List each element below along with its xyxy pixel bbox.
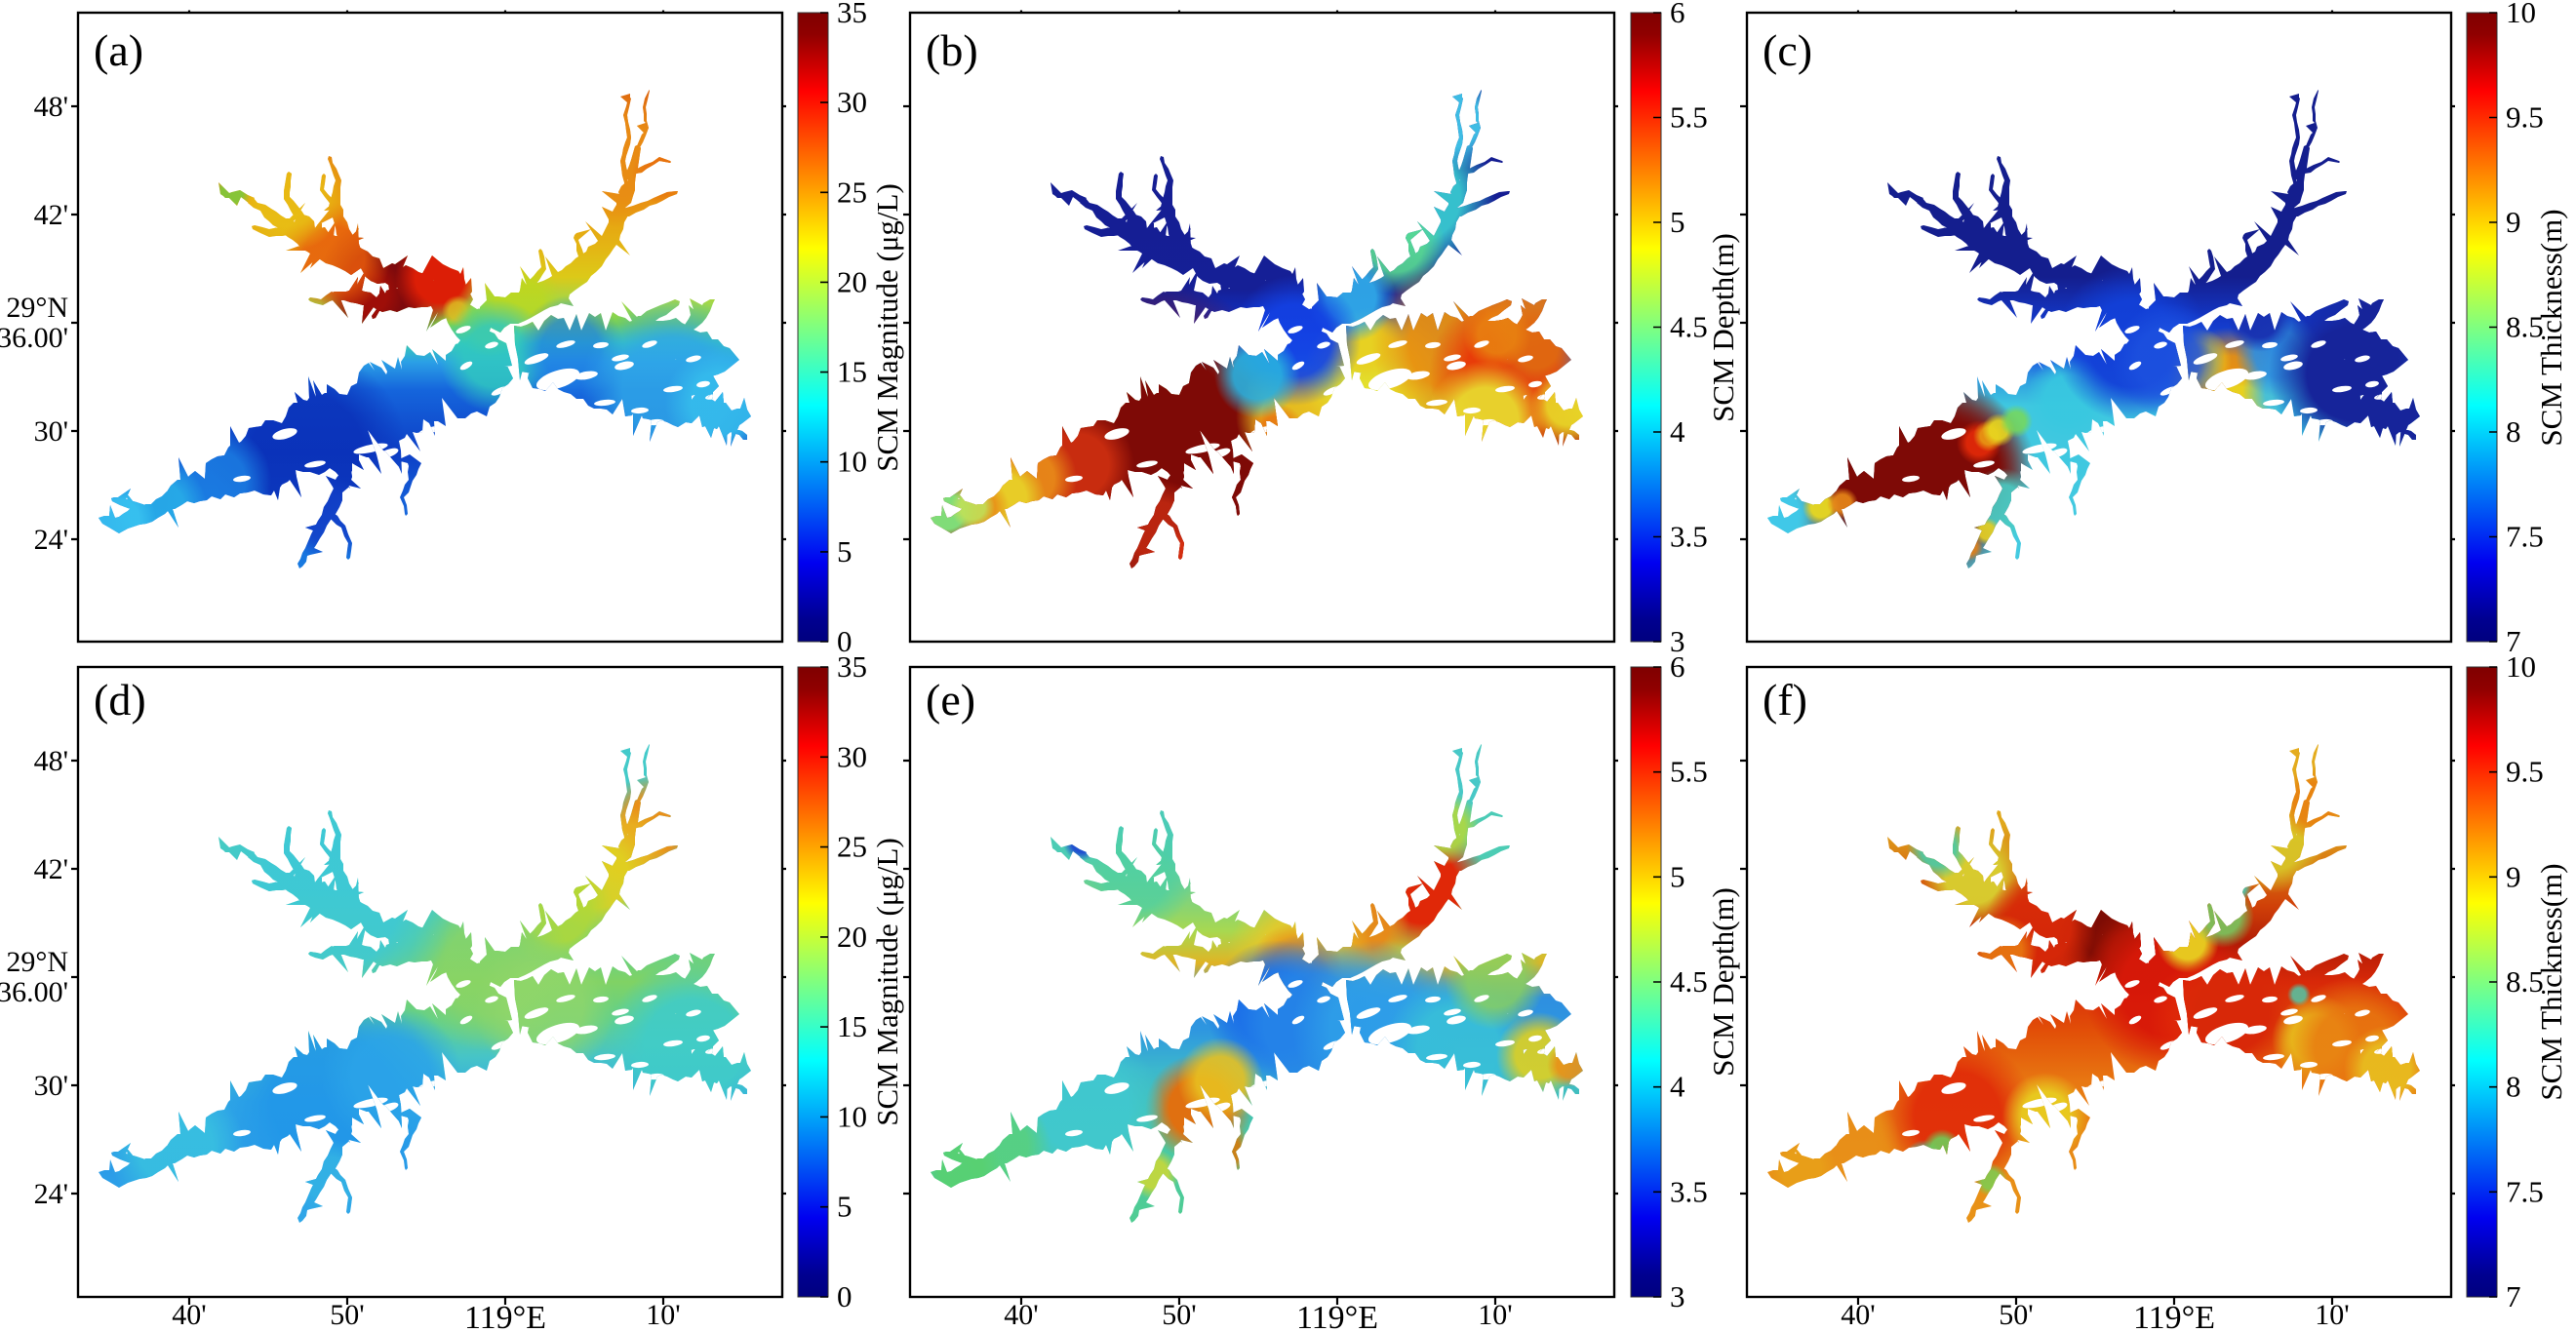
- svg-text:10': 10': [2315, 1299, 2349, 1331]
- svg-text:5: 5: [837, 534, 852, 568]
- svg-text:(f): (f): [1763, 675, 1807, 725]
- svg-text:42': 42': [34, 199, 68, 231]
- svg-text:3: 3: [1670, 1279, 1685, 1313]
- svg-text:40': 40': [1004, 1299, 1038, 1331]
- svg-text:25: 25: [837, 175, 867, 209]
- svg-text:3: 3: [1670, 624, 1685, 658]
- svg-text:30: 30: [837, 739, 867, 773]
- svg-text:119°E: 119°E: [464, 1300, 546, 1333]
- svg-text:SCM Depth(m): SCM Depth(m): [1706, 233, 1740, 422]
- svg-text:30': 30': [34, 415, 68, 448]
- svg-text:48': 48': [34, 91, 68, 123]
- svg-text:8: 8: [2506, 414, 2521, 449]
- svg-text:29°N: 29°N: [6, 292, 68, 324]
- svg-text:10: 10: [2506, 0, 2536, 29]
- svg-text:40': 40': [172, 1299, 206, 1331]
- svg-text:SCM Thickness(m): SCM Thickness(m): [2534, 209, 2568, 446]
- svg-text:5: 5: [1670, 205, 1685, 239]
- svg-text:3.5: 3.5: [1670, 1174, 1708, 1208]
- svg-text:(c): (c): [1763, 25, 1812, 75]
- svg-text:5.5: 5.5: [1670, 100, 1708, 135]
- svg-text:29°N: 29°N: [6, 946, 68, 978]
- svg-text:SCM Magnitude (μg/L): SCM Magnitude (μg/L): [870, 183, 904, 472]
- svg-text:50': 50': [330, 1299, 364, 1331]
- svg-text:10: 10: [837, 445, 867, 479]
- svg-text:48': 48': [34, 745, 68, 777]
- svg-text:10: 10: [837, 1099, 867, 1133]
- svg-text:8.5: 8.5: [2506, 964, 2544, 999]
- svg-text:24': 24': [34, 1178, 68, 1210]
- svg-text:6: 6: [1670, 0, 1685, 29]
- svg-text:3.5: 3.5: [1670, 520, 1708, 554]
- svg-text:10': 10': [646, 1299, 680, 1331]
- svg-text:5.5: 5.5: [1670, 755, 1708, 789]
- svg-text:7.5: 7.5: [2506, 1174, 2544, 1208]
- svg-text:SCM Magnitude (μg/L): SCM Magnitude (μg/L): [870, 838, 904, 1126]
- svg-text:5: 5: [837, 1190, 852, 1224]
- svg-text:50': 50': [1999, 1299, 2033, 1331]
- svg-text:4.5: 4.5: [1670, 310, 1708, 344]
- svg-text:36.00': 36.00': [0, 322, 68, 354]
- svg-text:7: 7: [2506, 1279, 2521, 1313]
- svg-text:8.5: 8.5: [2506, 310, 2544, 344]
- svg-text:SCM Depth(m): SCM Depth(m): [1706, 887, 1740, 1077]
- svg-text:24': 24': [34, 524, 68, 556]
- svg-text:(d): (d): [94, 675, 146, 725]
- svg-text:30: 30: [837, 85, 867, 119]
- svg-text:7: 7: [2506, 624, 2521, 658]
- svg-text:25: 25: [837, 830, 867, 864]
- svg-text:50': 50': [1162, 1299, 1196, 1331]
- svg-text:10': 10': [1478, 1299, 1512, 1331]
- svg-text:42': 42': [34, 853, 68, 885]
- svg-text:9: 9: [2506, 859, 2521, 893]
- svg-text:15: 15: [837, 355, 867, 389]
- svg-text:40': 40': [1841, 1299, 1875, 1331]
- svg-text:9.5: 9.5: [2506, 100, 2544, 135]
- svg-text:SCM Thickness(m): SCM Thickness(m): [2534, 863, 2568, 1100]
- svg-text:15: 15: [837, 1009, 867, 1043]
- svg-text:36.00': 36.00': [0, 976, 68, 1008]
- svg-text:30': 30': [34, 1070, 68, 1102]
- svg-text:35: 35: [837, 0, 867, 29]
- svg-text:20: 20: [837, 920, 867, 954]
- svg-text:4: 4: [1670, 414, 1685, 449]
- svg-text:20: 20: [837, 264, 867, 298]
- svg-text:4.5: 4.5: [1670, 964, 1708, 999]
- svg-text:(b): (b): [926, 25, 978, 75]
- svg-text:6: 6: [1670, 649, 1685, 684]
- svg-text:8: 8: [2506, 1070, 2521, 1104]
- svg-text:9.5: 9.5: [2506, 755, 2544, 789]
- svg-text:7.5: 7.5: [2506, 520, 2544, 554]
- svg-text:0: 0: [837, 624, 852, 658]
- svg-text:9: 9: [2506, 205, 2521, 239]
- svg-text:(e): (e): [926, 675, 975, 725]
- svg-text:4: 4: [1670, 1070, 1685, 1104]
- svg-text:0: 0: [837, 1279, 852, 1313]
- svg-text:5: 5: [1670, 859, 1685, 893]
- svg-text:(a): (a): [94, 25, 143, 75]
- svg-text:35: 35: [837, 649, 867, 684]
- svg-text:119°E: 119°E: [2133, 1300, 2215, 1333]
- svg-text:10: 10: [2506, 649, 2536, 684]
- svg-text:119°E: 119°E: [1296, 1300, 1378, 1333]
